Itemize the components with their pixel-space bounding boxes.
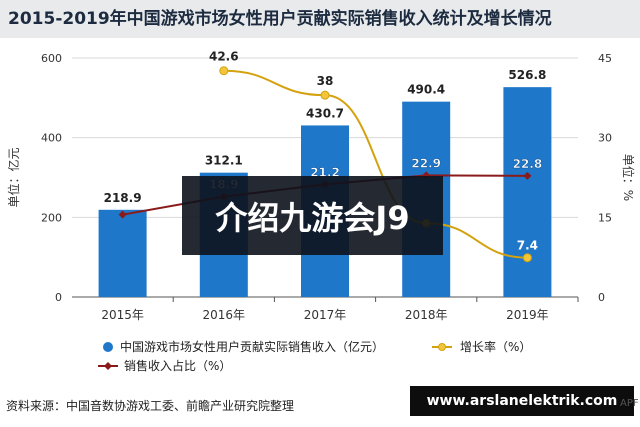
y2-tick-label: 30 [598,132,612,145]
x-tick-label: 2015年 [101,308,144,322]
bar-value-label: 312.1 [205,154,243,168]
y-tick-label: 400 [41,132,62,145]
y-tick-label: 0 [55,291,62,304]
bar-value-label: 490.4 [407,83,445,97]
share-label: 22.8 [513,157,543,171]
bar [503,87,552,297]
axes: 0 200 400 600 0 15 30 45 单位：亿元 单位：% 2015年 2016年 2017… [6,52,636,322]
legend-bar-label: 中国游戏市场女性用户贡献实际销售收入（亿元） [120,339,384,354]
x-tick-label: 2018年 [405,308,448,322]
bar [98,209,147,297]
bar-value-label: 526.8 [508,68,546,82]
share-label: 22.9 [411,156,441,170]
overlay-url[interactable]: www.arslanelektrik.com [410,386,634,416]
growth-rate-label: 7.4 [517,239,538,253]
legend-bar-swatch [103,342,113,352]
bar-value-label: 430.7 [306,106,344,120]
growth-rate-point [522,253,532,263]
legend: 中国游戏市场女性用户贡献实际销售收入（亿元） 增长率（%） 销售收入占比（%） [98,339,531,373]
y2-tick-label: 0 [598,291,605,304]
y-tick-label: 600 [41,52,62,65]
logo-tag: APF [620,398,639,409]
legend-growth-label: 增长率（%） [460,339,531,354]
legend-share-swatch [104,362,112,370]
x-tick-label: 2017年 [304,308,347,322]
growth-rate-line [223,69,528,259]
overlay-banner: 介绍九游会J9 [182,176,443,255]
bar-value-label: 218.9 [104,191,142,205]
legend-share-label: 销售收入占比（%） [124,358,231,373]
growth-rate-label: 42.6 [209,50,239,64]
y2-tick-label: 45 [598,52,612,65]
legend-growth-swatch [438,343,446,351]
share-point [118,210,127,219]
source-note: 资料来源：中国音数协游戏工委、前瞻产业研究院整理 [6,399,295,413]
y-axis-label: 单位：亿元 [6,147,21,207]
y-tick-label: 200 [41,211,62,224]
y2-tick-label: 15 [598,211,612,224]
share-point [523,171,532,180]
y2-axis-label: 单位：% [621,154,636,201]
growth-rate-label: 38 [317,74,334,88]
growth-rate-point [219,66,229,76]
chart-title: 2015-2019年中国游戏市场女性用户贡献实际销售收入统计及增长情况 [0,0,640,38]
x-tick-label: 2016年 [203,308,246,322]
x-tick-label: 2019年 [506,308,549,322]
growth-rate-point [320,90,330,100]
